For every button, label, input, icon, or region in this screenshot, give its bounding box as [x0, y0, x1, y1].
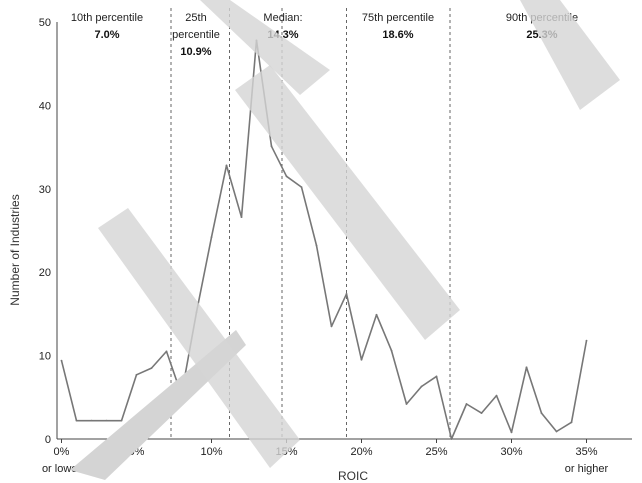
- data-point: [510, 431, 513, 434]
- x-tick-label: 0%: [54, 446, 70, 458]
- percentile-value: 10.9%: [180, 46, 211, 58]
- data-point: [465, 403, 468, 405]
- data-point: [360, 358, 363, 361]
- percentile-label: 10th percentile: [71, 12, 143, 24]
- y-tick-label: 20: [39, 267, 51, 279]
- data-point: [120, 419, 123, 422]
- x-axis-label: ROIC: [338, 469, 368, 483]
- percentile-label: percentile: [172, 29, 220, 41]
- data-point: [300, 186, 303, 189]
- percentile-label: 25th: [185, 12, 206, 24]
- data-point: [240, 216, 243, 219]
- data-point: [450, 438, 453, 440]
- data-point: [330, 325, 333, 328]
- data-point: [315, 244, 318, 247]
- percentile-value: 18.6%: [382, 29, 413, 41]
- data-point: [105, 419, 108, 422]
- data-point: [210, 236, 213, 239]
- series-line: [60, 39, 588, 440]
- data-point: [165, 350, 168, 353]
- watermark-graphic: [70, 0, 620, 480]
- data-point: [525, 366, 528, 369]
- data-point: [225, 164, 228, 167]
- data-point: [75, 419, 78, 422]
- x-tick-sublabel: or higher: [565, 463, 609, 475]
- y-tick-label: 40: [39, 100, 51, 112]
- data-point: [405, 403, 408, 405]
- data-point: [285, 175, 288, 178]
- data-point: [90, 419, 93, 422]
- data-point: [585, 339, 588, 342]
- data-point: [375, 313, 378, 316]
- x-tick-label: 25%: [425, 446, 447, 458]
- x-tick-sublabel: or lower: [42, 463, 81, 475]
- data-point: [480, 412, 483, 415]
- y-tick-label: 0: [45, 434, 51, 446]
- y-tick-label: 50: [39, 17, 51, 29]
- x-tick-label: 20%: [350, 446, 372, 458]
- x-tick-label: 35%: [575, 446, 597, 458]
- data-point: [60, 359, 63, 362]
- y-axis-label: Number of Industries: [8, 194, 22, 305]
- percentile-label: 75th percentile: [362, 12, 434, 24]
- data-point: [390, 349, 393, 352]
- data-point: [540, 412, 543, 415]
- data-point: [495, 394, 498, 397]
- percentile-label: Median:: [263, 12, 302, 24]
- data-point: [420, 385, 423, 388]
- data-point: [345, 292, 348, 295]
- y-tick-label: 10: [39, 351, 51, 363]
- data-point: [135, 373, 138, 376]
- y-tick-label: 30: [39, 184, 51, 196]
- data-point: [555, 430, 558, 433]
- data-point: [435, 375, 438, 378]
- x-tick-label: 30%: [500, 446, 522, 458]
- x-tick-label: 10%: [200, 446, 222, 458]
- data-point: [570, 421, 573, 424]
- data-point: [270, 145, 273, 148]
- data-point: [150, 367, 153, 370]
- percentile-value: 7.0%: [94, 29, 119, 41]
